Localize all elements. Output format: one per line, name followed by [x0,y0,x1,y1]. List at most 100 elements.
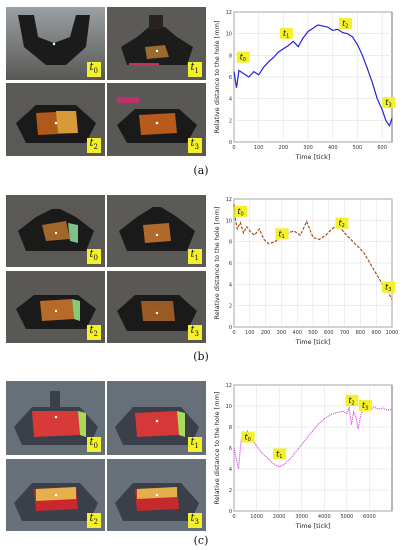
y-tick-label: 10 [226,218,232,224]
frame-t1: t1 [107,381,206,455]
frame-t2: t2 [6,83,105,156]
y-tick-label: 2 [229,118,232,124]
x-axis-label: Time [tick] [295,153,331,161]
time-annotation: t3 [358,400,372,412]
distance-plot-a: 0 100 200 300 400 500 600 0 2 4 6 8 10 12 Time [tick] R… [213,10,396,161]
x-tick-label: 0 [232,514,235,520]
annotation-box [382,97,396,109]
time-annotation: t2 [339,18,353,30]
series-line [233,24,393,128]
y-tick-label: 0 [229,140,232,146]
subfigure-label-a: (a) [193,164,209,177]
y-tick-label: 6 [229,446,232,452]
x-tick-label: 0 [232,330,235,336]
figure-row-c: t0 t1 t2 t3 0 1000 2000 3000 4000 5000 6000 0 2 4… [0,372,402,550]
y-axis-label: Relative distance to the hole [mm] [213,392,221,505]
x-tick-label: 600 [324,330,334,336]
y-tick-label: 8 [229,425,232,431]
time-annotation: t3 [382,97,396,109]
time-annotation: t1 [279,27,293,40]
frame-t0: t0 [6,381,105,455]
figure-row-a: t0 t1 t2 t3 0 100 200 300 400 500 600 0 2 4 6 8 10 12… [0,0,402,180]
y-tick-label: 12 [226,197,232,203]
x-tick-label: 5000 [340,514,353,520]
time-tag: t2 [86,138,101,153]
annotation-box [335,217,349,229]
x-tick-label: 500 [308,330,318,336]
annotation-label: t2 [348,396,354,407]
y-tick-label: 8 [229,240,232,246]
robot-scene-image [6,271,105,343]
time-tag: t0 [86,437,101,452]
time-tag: t2 [86,325,101,340]
annotation-box [382,281,396,293]
frame-t2: t2 [6,459,105,531]
annotation-box [236,51,250,63]
annotation-box [234,205,248,217]
x-axis-label: Time [tick] [295,522,331,530]
x-tick-label: 100 [254,145,264,151]
time-annotation: t0 [236,51,250,63]
x-tick-label: 4000 [318,514,331,520]
annotation-label: t1 [276,449,282,460]
x-tick-label: 6000 [363,514,376,520]
x-axis-label: Time [tick] [295,338,331,346]
robot-scene-image [107,83,206,156]
frame-t3: t3 [107,271,206,343]
x-tick-label: 300 [277,330,287,336]
annotation-box [279,27,293,39]
annotation-label: t1 [283,29,289,40]
x-tick-label: 0 [232,145,235,151]
x-tick-label: 800 [356,330,366,336]
frame-t3: t3 [107,459,206,531]
robot-scene-image [107,271,206,343]
frame-grid-b: t0 t1 t2 t3 [6,195,209,343]
y-tick-label: 0 [229,509,232,515]
y-tick-label: 0 [229,325,232,331]
time-annotation: t1 [273,448,287,460]
y-tick-label: 8 [229,53,232,59]
time-tag: t2 [86,513,101,528]
y-axis-label: Relative distance to the hole [mm] [213,207,221,320]
y-tick-label: 2 [229,304,232,310]
time-tag: t1 [187,249,202,264]
annotation-label: t3 [362,401,368,412]
x-tick-label: 100 [245,330,255,336]
annotation-label: t2 [342,19,348,30]
frame-t3: t3 [107,83,206,156]
y-tick-label: 10 [226,404,232,410]
annotation-box [241,431,255,443]
annotation-box [345,394,359,406]
y-tick-label: 6 [229,75,232,81]
frame-grid-c: t0 t1 t2 t3 [6,381,209,531]
x-tick-label: 1000 [250,514,263,520]
y-tick-label: 10 [226,32,232,38]
y-tick-label: 6 [229,261,232,267]
time-tag: t0 [86,62,101,77]
subfigure-label-b: (b) [193,350,209,363]
time-tag: t3 [187,325,202,340]
time-tag: t1 [187,62,202,77]
annotation-label: t3 [385,98,391,109]
series-line [233,204,393,300]
distance-plot-b: 0 100 200 300 400 500 600 700 800 900 1000 0 2 4 6 8 10 1… [213,197,398,346]
x-tick-label: 400 [328,145,338,151]
x-tick-label: 300 [303,145,313,151]
y-tick-label: 4 [229,467,232,473]
annotation-label: t2 [338,219,344,230]
time-tag: t0 [86,249,101,264]
frame-grid-a: t0 t1 t2 t3 [6,7,209,156]
frame-t1: t1 [107,195,206,267]
subfigure-label-c: (c) [193,534,209,547]
x-tick-label: 900 [371,330,381,336]
time-tag: t1 [187,437,202,452]
y-tick-label: 12 [226,10,232,16]
x-tick-label: 700 [340,330,350,336]
frame-t0: t0 [6,195,105,267]
robot-scene-image [107,459,206,531]
x-tick-label: 200 [261,330,271,336]
x-tick-label: 600 [377,145,387,151]
annotation-box [273,448,287,460]
time-annotation: t2 [345,394,359,407]
x-tick-label: 200 [279,145,289,151]
